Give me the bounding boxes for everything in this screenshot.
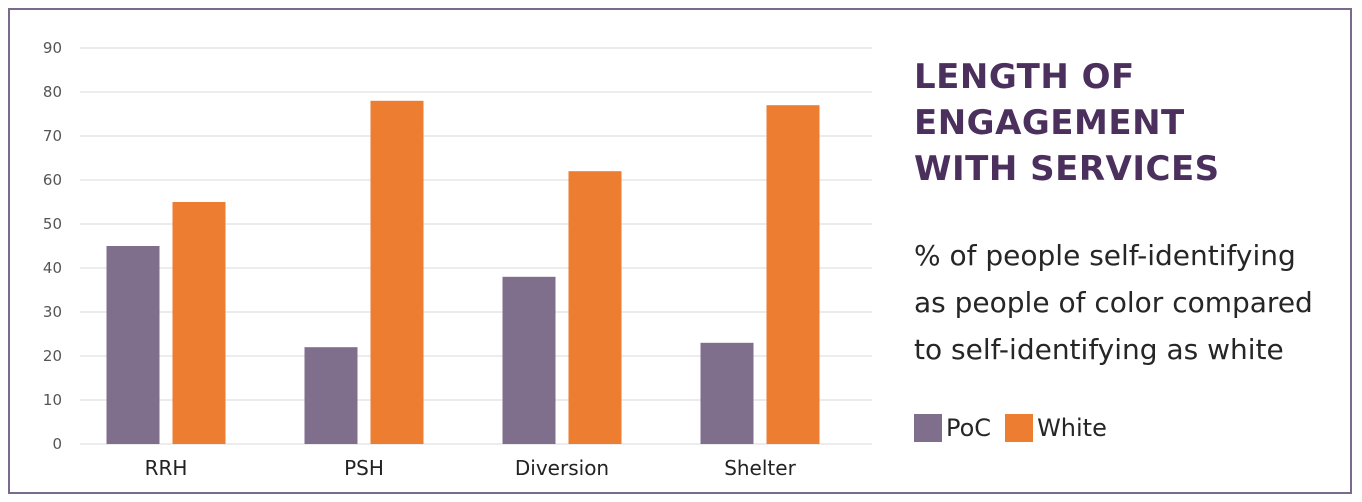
legend-swatch-white [1005,414,1034,442]
y-tick-label: 50 [43,215,62,233]
y-tick-label: 60 [43,171,62,189]
bar-poc-diversion [502,276,556,444]
y-tick-label: 0 [52,435,62,453]
bar-poc-psh [304,347,358,444]
legend-swatch-poc [914,414,942,442]
bar-poc-rrh [106,246,160,444]
y-tick-label: 10 [43,391,62,409]
bar-poc-shelter [700,342,754,444]
x-axis-labels: RRH PSH Diversion Shelter [145,456,797,480]
y-tick-label: 80 [43,83,62,101]
bar-white-rrh [172,202,226,444]
bars [106,100,820,445]
bar-white-psh [370,100,424,445]
legend: PoC White [914,414,1121,442]
legend-item-poc: PoC [914,414,991,442]
chart-panel [8,8,1352,494]
x-category-label: PSH [344,456,384,480]
y-tick-label: 40 [43,259,62,277]
legend-label-poc: PoC [946,414,992,442]
subtitle-line: to self-identifying as white [914,333,1284,366]
y-tick-label: 70 [43,127,62,145]
bar-chart: 0 10 20 30 40 50 60 70 80 90 RRH PSH Diversion Shelt… [43,39,872,480]
x-category-label: Diversion [515,456,609,480]
bar-white-diversion [568,171,622,444]
y-tick-label: 30 [43,303,62,321]
y-tick-label: 90 [43,39,62,57]
y-axis-ticks: 0 10 20 30 40 50 60 70 80 90 [43,39,62,453]
bar-white-shelter [766,105,820,444]
x-category-label: RRH [145,456,188,480]
subtitle-line: as people of color compared [914,286,1313,319]
title-line: LENGTH OF [914,57,1135,97]
title-line: ENGAGEMENT [914,103,1185,143]
title-line: WITH SERVICES [914,149,1220,189]
legend-label-white: White [1037,414,1107,442]
y-tick-label: 20 [43,347,62,365]
subtitle-line: % of people self-identifying [914,239,1296,272]
legend-item-white: White [1005,414,1107,442]
chart-title: LENGTH OF ENGAGEMENT WITH SERVICES [914,54,1334,192]
x-category-label: Shelter [724,456,796,480]
chart-subtitle: % of people self-identifying as people o… [914,232,1344,373]
